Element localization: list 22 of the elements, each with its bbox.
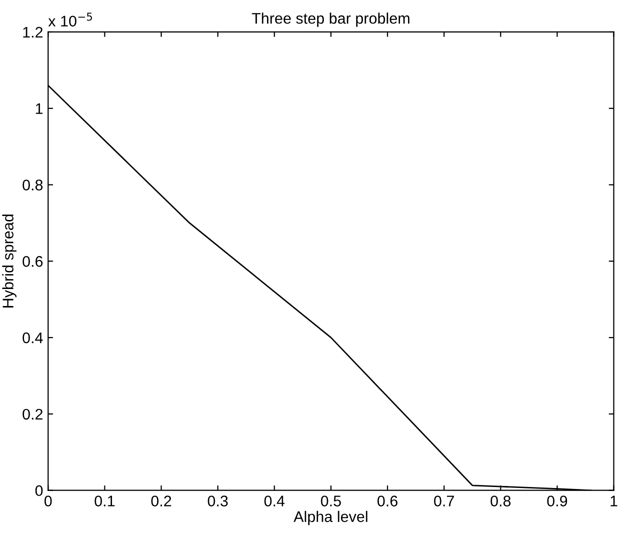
y-axis-title: Hybrid spread: [2, 214, 16, 308]
x-tick-label: 0.5: [320, 496, 341, 506]
chart-title: Three step bar problem: [252, 12, 410, 27]
x-axis-title: Alpha level: [294, 510, 368, 526]
x-tick-label: 0.2: [151, 496, 172, 506]
x-tick-label: 0: [44, 496, 52, 506]
y-tick-label: 0.4: [22, 332, 43, 344]
y-tick-label: 0.6: [22, 256, 43, 267]
y-tick-label: 0.2: [22, 408, 42, 420]
y-tick-label: 0: [35, 485, 43, 496]
y-tick-label: 1: [36, 103, 43, 114]
text: x 10$^{−5}$: [48, 12, 92, 27]
y-tick-label: 0.8: [22, 180, 43, 190]
x-tick-label: 0.6: [377, 496, 398, 506]
y-tick-label: 1.2: [23, 26, 42, 38]
x-tick-label: 0.3: [208, 496, 228, 506]
x-tick-label: 0.8: [490, 496, 511, 506]
x-tick-label: 0.1: [94, 496, 115, 506]
x-tick-label: 1: [610, 496, 618, 506]
x-tick-label: 0.9: [547, 496, 568, 506]
x-tick-label: 0.4: [264, 496, 285, 506]
x-tick-label: 0.7: [434, 496, 454, 506]
